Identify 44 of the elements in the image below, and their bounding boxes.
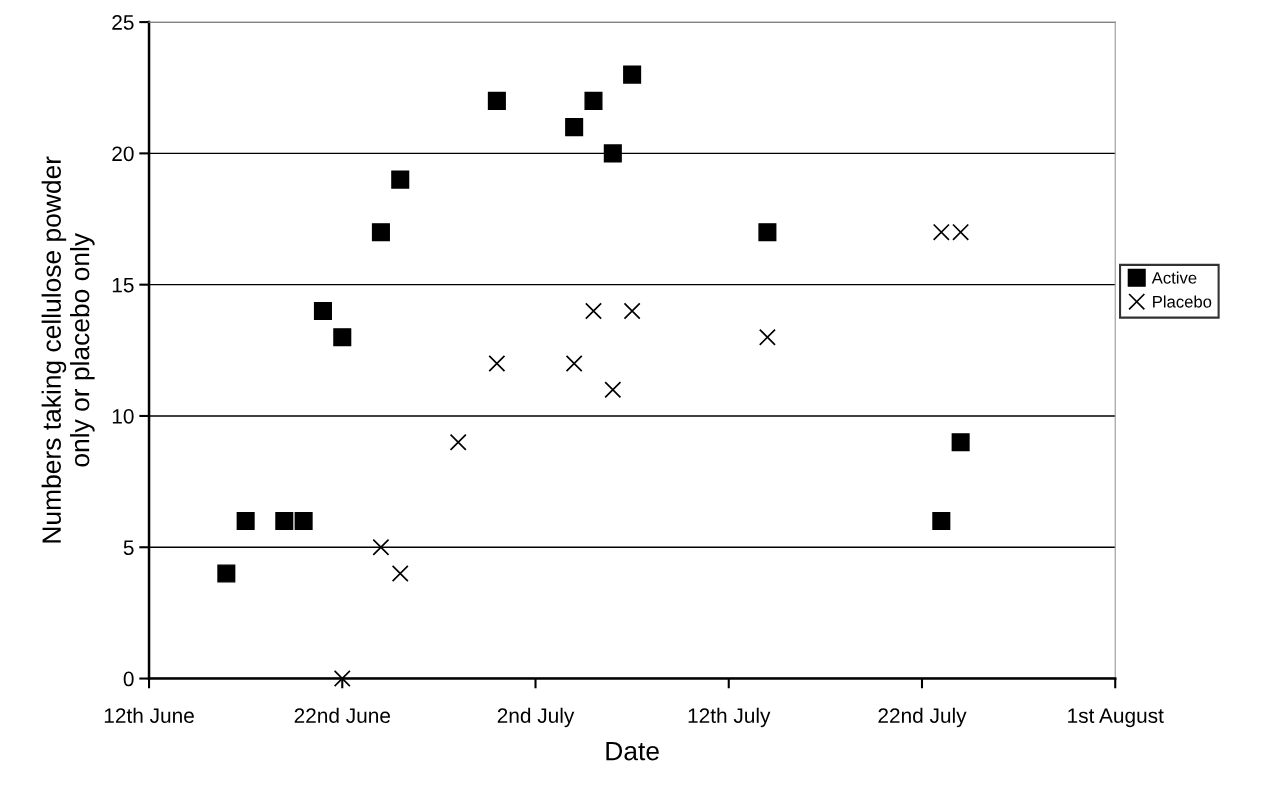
point	[449, 433, 467, 451]
point	[585, 302, 602, 320]
point	[236, 511, 255, 531]
point	[932, 511, 951, 531]
point	[275, 511, 294, 531]
point	[391, 565, 409, 582]
x-tick-label: 1st August	[1068, 708, 1164, 728]
point	[584, 91, 603, 110]
x-tick-label: 12th July	[688, 707, 771, 728]
point	[217, 564, 236, 583]
point	[952, 223, 970, 241]
x-tick-label: 12th June	[104, 707, 194, 724]
point	[391, 170, 410, 189]
point	[565, 118, 584, 137]
y-tick-label: 15	[112, 277, 134, 293]
x-tick-label: 2nd July	[497, 707, 575, 728]
x-tick-label: 22nd July	[878, 707, 967, 728]
point	[623, 302, 641, 320]
point	[488, 354, 506, 372]
x-axis-title: Date	[606, 741, 659, 761]
point	[758, 328, 776, 346]
point	[294, 511, 313, 531]
y-tick-label: 25	[112, 15, 134, 30]
point	[623, 65, 642, 84]
y-tick-label: 0	[123, 671, 134, 687]
point	[333, 670, 351, 688]
point	[758, 223, 777, 242]
point	[932, 223, 950, 241]
point	[951, 433, 970, 452]
y-tick-label: 5	[123, 540, 134, 555]
point	[603, 144, 622, 163]
point	[372, 538, 390, 556]
point	[313, 301, 332, 320]
x-tick-label: 22nd June	[294, 707, 391, 724]
y-tick-label: 20	[112, 146, 134, 162]
legend-label: Active	[1151, 271, 1197, 284]
point	[604, 381, 622, 399]
legend-label: Placebo	[1153, 295, 1212, 308]
point	[333, 328, 352, 347]
point	[487, 91, 506, 110]
y-tick-label: 10	[112, 408, 134, 424]
point	[565, 354, 583, 372]
y-axis-title: Numbers taking cellulose powder only or placebo only	[41, 156, 95, 543]
point	[371, 223, 390, 242]
